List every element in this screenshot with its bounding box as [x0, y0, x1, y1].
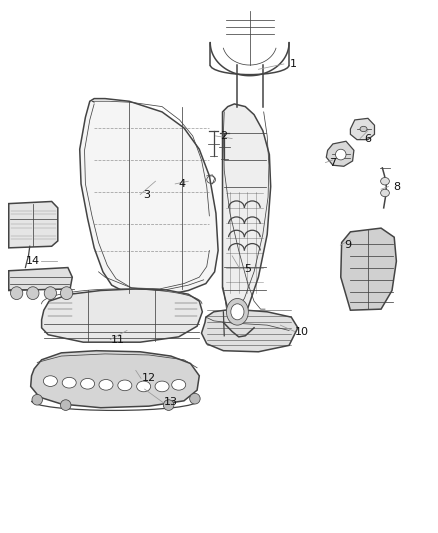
Polygon shape	[9, 201, 58, 248]
Ellipse shape	[43, 376, 57, 386]
Ellipse shape	[62, 377, 76, 388]
Text: 9: 9	[345, 240, 352, 250]
Text: 12: 12	[142, 374, 156, 383]
Ellipse shape	[32, 394, 42, 405]
Text: 6: 6	[364, 134, 371, 143]
Ellipse shape	[172, 379, 186, 390]
Text: 1: 1	[290, 59, 297, 69]
Ellipse shape	[381, 177, 389, 185]
Text: 8: 8	[393, 182, 400, 191]
Polygon shape	[350, 118, 374, 140]
Ellipse shape	[231, 304, 244, 320]
Ellipse shape	[118, 380, 132, 391]
Ellipse shape	[155, 381, 169, 392]
Ellipse shape	[44, 287, 57, 300]
Ellipse shape	[336, 149, 346, 160]
Ellipse shape	[381, 189, 389, 197]
Polygon shape	[201, 309, 298, 352]
Ellipse shape	[137, 381, 151, 392]
Polygon shape	[42, 289, 202, 342]
Ellipse shape	[226, 298, 248, 325]
Polygon shape	[9, 268, 72, 290]
Text: 2: 2	[220, 131, 227, 141]
Text: 14: 14	[26, 256, 40, 266]
Ellipse shape	[60, 400, 71, 410]
Polygon shape	[223, 104, 271, 320]
Polygon shape	[326, 141, 354, 166]
Text: 11: 11	[111, 335, 125, 344]
Text: 5: 5	[244, 264, 251, 274]
Ellipse shape	[27, 287, 39, 300]
Text: 10: 10	[295, 327, 309, 336]
Text: 7: 7	[329, 158, 336, 167]
Ellipse shape	[163, 400, 174, 410]
Polygon shape	[341, 228, 396, 310]
Ellipse shape	[99, 379, 113, 390]
Polygon shape	[31, 351, 199, 408]
Ellipse shape	[360, 126, 367, 132]
Text: 4: 4	[178, 179, 185, 189]
Text: 13: 13	[164, 398, 178, 407]
Ellipse shape	[190, 393, 200, 404]
Ellipse shape	[60, 287, 73, 300]
Ellipse shape	[11, 287, 23, 300]
Text: 3: 3	[143, 190, 150, 199]
Ellipse shape	[81, 378, 95, 389]
Polygon shape	[80, 99, 218, 296]
